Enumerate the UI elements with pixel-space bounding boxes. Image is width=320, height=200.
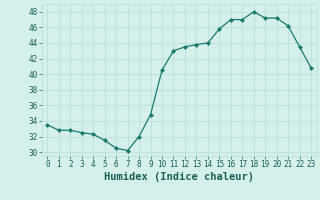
X-axis label: Humidex (Indice chaleur): Humidex (Indice chaleur) xyxy=(104,172,254,182)
